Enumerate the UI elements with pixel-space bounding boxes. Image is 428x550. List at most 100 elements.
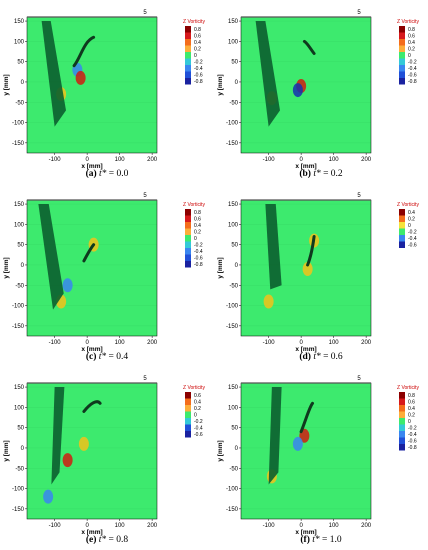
legend-swatch xyxy=(399,71,405,78)
legend-swatch xyxy=(399,78,405,85)
caption-e: (e) t* = 0.8 xyxy=(0,535,214,549)
y-tick-label: 150 xyxy=(228,202,239,208)
caption-letter: (b) xyxy=(299,169,311,179)
x-tick-label: 0 xyxy=(85,157,89,163)
legend-label: 0.2 xyxy=(194,406,201,412)
legend-title: Z Vorticity xyxy=(397,19,419,25)
x-tick-label: -100 xyxy=(49,157,62,163)
caption-value: = 0.2 xyxy=(323,169,343,179)
caption-letter: (e) xyxy=(85,535,97,545)
x-tick-label: 200 xyxy=(147,340,158,346)
legend-label: 0.4 xyxy=(194,400,201,406)
legend-swatch xyxy=(399,424,405,431)
legend-label: 0.2 xyxy=(194,230,201,236)
legend-label: -0.4 xyxy=(408,432,417,438)
legend-swatch xyxy=(185,431,191,438)
y-tick-label: -100 xyxy=(12,304,25,310)
x-axis-label: x [mm] xyxy=(81,163,102,170)
plate-body xyxy=(41,21,66,127)
legend-swatch xyxy=(399,52,405,59)
y-tick-label: 50 xyxy=(231,426,238,432)
y-tick-label: 0 xyxy=(21,80,25,86)
caption-variable: t* xyxy=(98,535,107,545)
caption-f: (f) t* = 1.0 xyxy=(214,535,428,549)
y-tick-label: 150 xyxy=(14,385,25,391)
caption-b: (b) t* = 0.2 xyxy=(214,169,428,183)
caption-variable: t* xyxy=(313,352,321,362)
y-tick-label: 100 xyxy=(228,39,239,45)
legend-label: -0.4 xyxy=(194,426,203,432)
wing-trail xyxy=(299,401,314,434)
legend-label: 0.4 xyxy=(194,40,201,46)
x-tick-label: -100 xyxy=(263,523,276,529)
reference-label: 5 xyxy=(143,10,147,16)
vorticity-plot-a: 5 150 100 50 0 -50 -100 -150 -100 0 100 200 x [mm] y … xyxy=(3,10,205,170)
legend-swatch xyxy=(185,248,191,255)
legend-label: 0.4 xyxy=(408,40,415,46)
legend-label: -0.2 xyxy=(194,60,203,66)
caption-value: = 0.0 xyxy=(108,169,129,179)
legend-label: -0.2 xyxy=(194,419,203,425)
y-tick-label: 50 xyxy=(17,60,24,66)
y-tick-label: 150 xyxy=(14,19,25,25)
legend-swatch xyxy=(185,65,191,72)
caption-value: = 1.0 xyxy=(322,535,342,545)
y-axis-label: y [mm] xyxy=(3,257,10,278)
legend-label: -0.8 xyxy=(408,79,417,85)
legend-label: 0.6 xyxy=(194,34,201,40)
legend-title: Z Vorticity xyxy=(183,19,205,25)
y-tick-label: 100 xyxy=(228,405,239,411)
wing-trail xyxy=(306,235,316,267)
vorticity-plot-b: 5 150 100 50 0 -50 -100 -150 -100 0 100 200 x [mm] y … xyxy=(217,10,419,170)
y-axis-label: y [mm] xyxy=(217,440,224,461)
legend-swatch xyxy=(185,209,191,216)
y-tick-label: 50 xyxy=(17,243,24,249)
legend-label: 0.6 xyxy=(408,34,415,40)
caption-value: = 0.4 xyxy=(108,352,129,362)
x-tick-label: 0 xyxy=(299,340,303,346)
legend-title: Z Vorticity xyxy=(183,385,205,391)
x-tick-label: 200 xyxy=(361,157,372,163)
caption-letter: (c) xyxy=(85,352,97,362)
legend-label: 0 xyxy=(194,53,197,59)
legend-swatch xyxy=(399,398,405,405)
caption-value: = 0.6 xyxy=(323,352,343,362)
legend-swatch xyxy=(399,437,405,444)
legend-swatch xyxy=(185,241,191,248)
y-tick-label: -150 xyxy=(226,507,239,513)
y-tick-label: -50 xyxy=(229,283,238,289)
legend-swatch xyxy=(185,398,191,405)
y-axis-label: y [mm] xyxy=(217,74,224,95)
x-tick-label: 0 xyxy=(299,523,303,529)
legend-label: 0.2 xyxy=(408,413,415,419)
x-axis-label: x [mm] xyxy=(295,163,316,170)
legend-swatch xyxy=(399,228,405,235)
y-tick-label: -100 xyxy=(12,121,25,127)
wing-trail xyxy=(82,243,96,263)
legend-label: 0 xyxy=(194,236,197,242)
y-tick-label: 0 xyxy=(21,263,25,269)
panel-e: 5 150 100 50 0 -50 -100 -150 -100 0 100 200 x [mm] y … xyxy=(0,366,214,549)
y-tick-label: 100 xyxy=(14,39,25,45)
vortex-region xyxy=(75,70,86,85)
plate-body xyxy=(255,21,280,127)
legend-swatch xyxy=(185,235,191,242)
caption-c: (c) t* = 0.4 xyxy=(0,352,214,366)
y-tick-label: -50 xyxy=(229,466,238,472)
legend-swatch xyxy=(399,418,405,425)
legend-label: 0 xyxy=(408,53,411,59)
legend-swatch xyxy=(399,32,405,39)
y-tick-label: -100 xyxy=(12,487,25,493)
y-tick-label: -150 xyxy=(12,507,25,513)
y-tick-label: -50 xyxy=(229,100,238,106)
legend-label: -0.8 xyxy=(194,262,203,268)
y-tick-label: 0 xyxy=(21,446,25,452)
legend-label: -0.4 xyxy=(408,66,417,72)
legend-swatch xyxy=(185,392,191,399)
legend-label: -0.6 xyxy=(194,73,203,79)
plate-body xyxy=(51,387,65,485)
legend-swatch xyxy=(399,26,405,33)
y-axis-label: y [mm] xyxy=(3,440,10,461)
legend-label: -0.8 xyxy=(408,445,417,451)
legend-label: 0.4 xyxy=(194,223,201,229)
